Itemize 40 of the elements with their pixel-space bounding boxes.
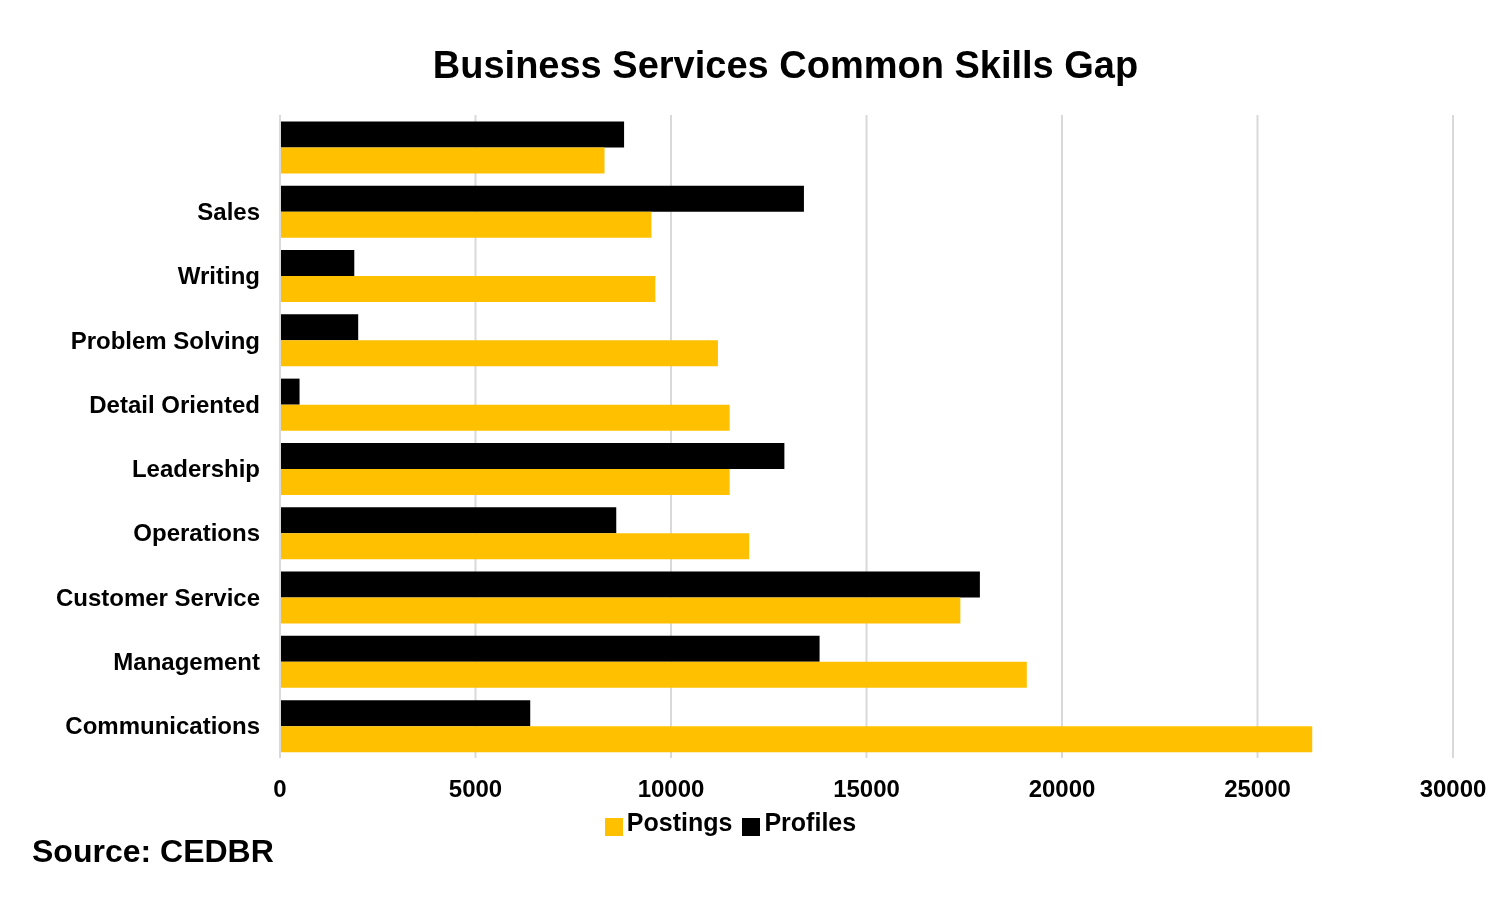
x-tick-label: 0	[273, 775, 287, 803]
bar	[280, 314, 359, 341]
bar	[280, 378, 300, 405]
source-note: Source: CEDBR	[32, 833, 274, 869]
bar	[280, 635, 820, 662]
bar	[280, 404, 730, 431]
legend-label: Postings	[626, 808, 733, 836]
bar	[280, 468, 730, 495]
bar	[280, 147, 605, 174]
x-tick-label: 10000	[637, 775, 705, 803]
y-tick-label: Management	[113, 648, 260, 676]
bar	[280, 121, 625, 148]
legend-label: Profiles	[764, 808, 857, 836]
bar	[280, 597, 961, 624]
y-tick-label: Sales	[197, 197, 260, 225]
bar	[280, 571, 980, 598]
y-tick-label: Detail Oriented	[89, 390, 260, 418]
y-tick-label: Customer Service	[55, 583, 260, 611]
y-tick-label: Communications	[65, 712, 260, 740]
bar	[280, 442, 785, 469]
bar	[280, 726, 1313, 753]
chart-title: Business Services Common Skills Gap	[431, 43, 1140, 87]
bar	[280, 700, 531, 727]
bar	[280, 340, 718, 367]
bar	[280, 276, 656, 303]
x-tick-label: 15000	[833, 775, 900, 803]
x-tick-label: 20000	[1028, 775, 1096, 803]
bar	[280, 507, 617, 534]
y-tick-label: Leadership	[131, 455, 260, 483]
bar	[280, 661, 1027, 688]
y-tick-label: Operations	[133, 519, 260, 547]
x-tick-label: 5000	[448, 775, 503, 803]
y-tick-label: Problem Solving	[70, 326, 260, 354]
x-tick-label: 30000	[1419, 775, 1487, 803]
x-tick-label: 25000	[1224, 775, 1291, 803]
bar	[280, 250, 355, 277]
bar	[280, 533, 750, 560]
bar	[280, 185, 804, 212]
bar	[280, 211, 652, 238]
y-tick-label: Writing	[177, 262, 260, 290]
